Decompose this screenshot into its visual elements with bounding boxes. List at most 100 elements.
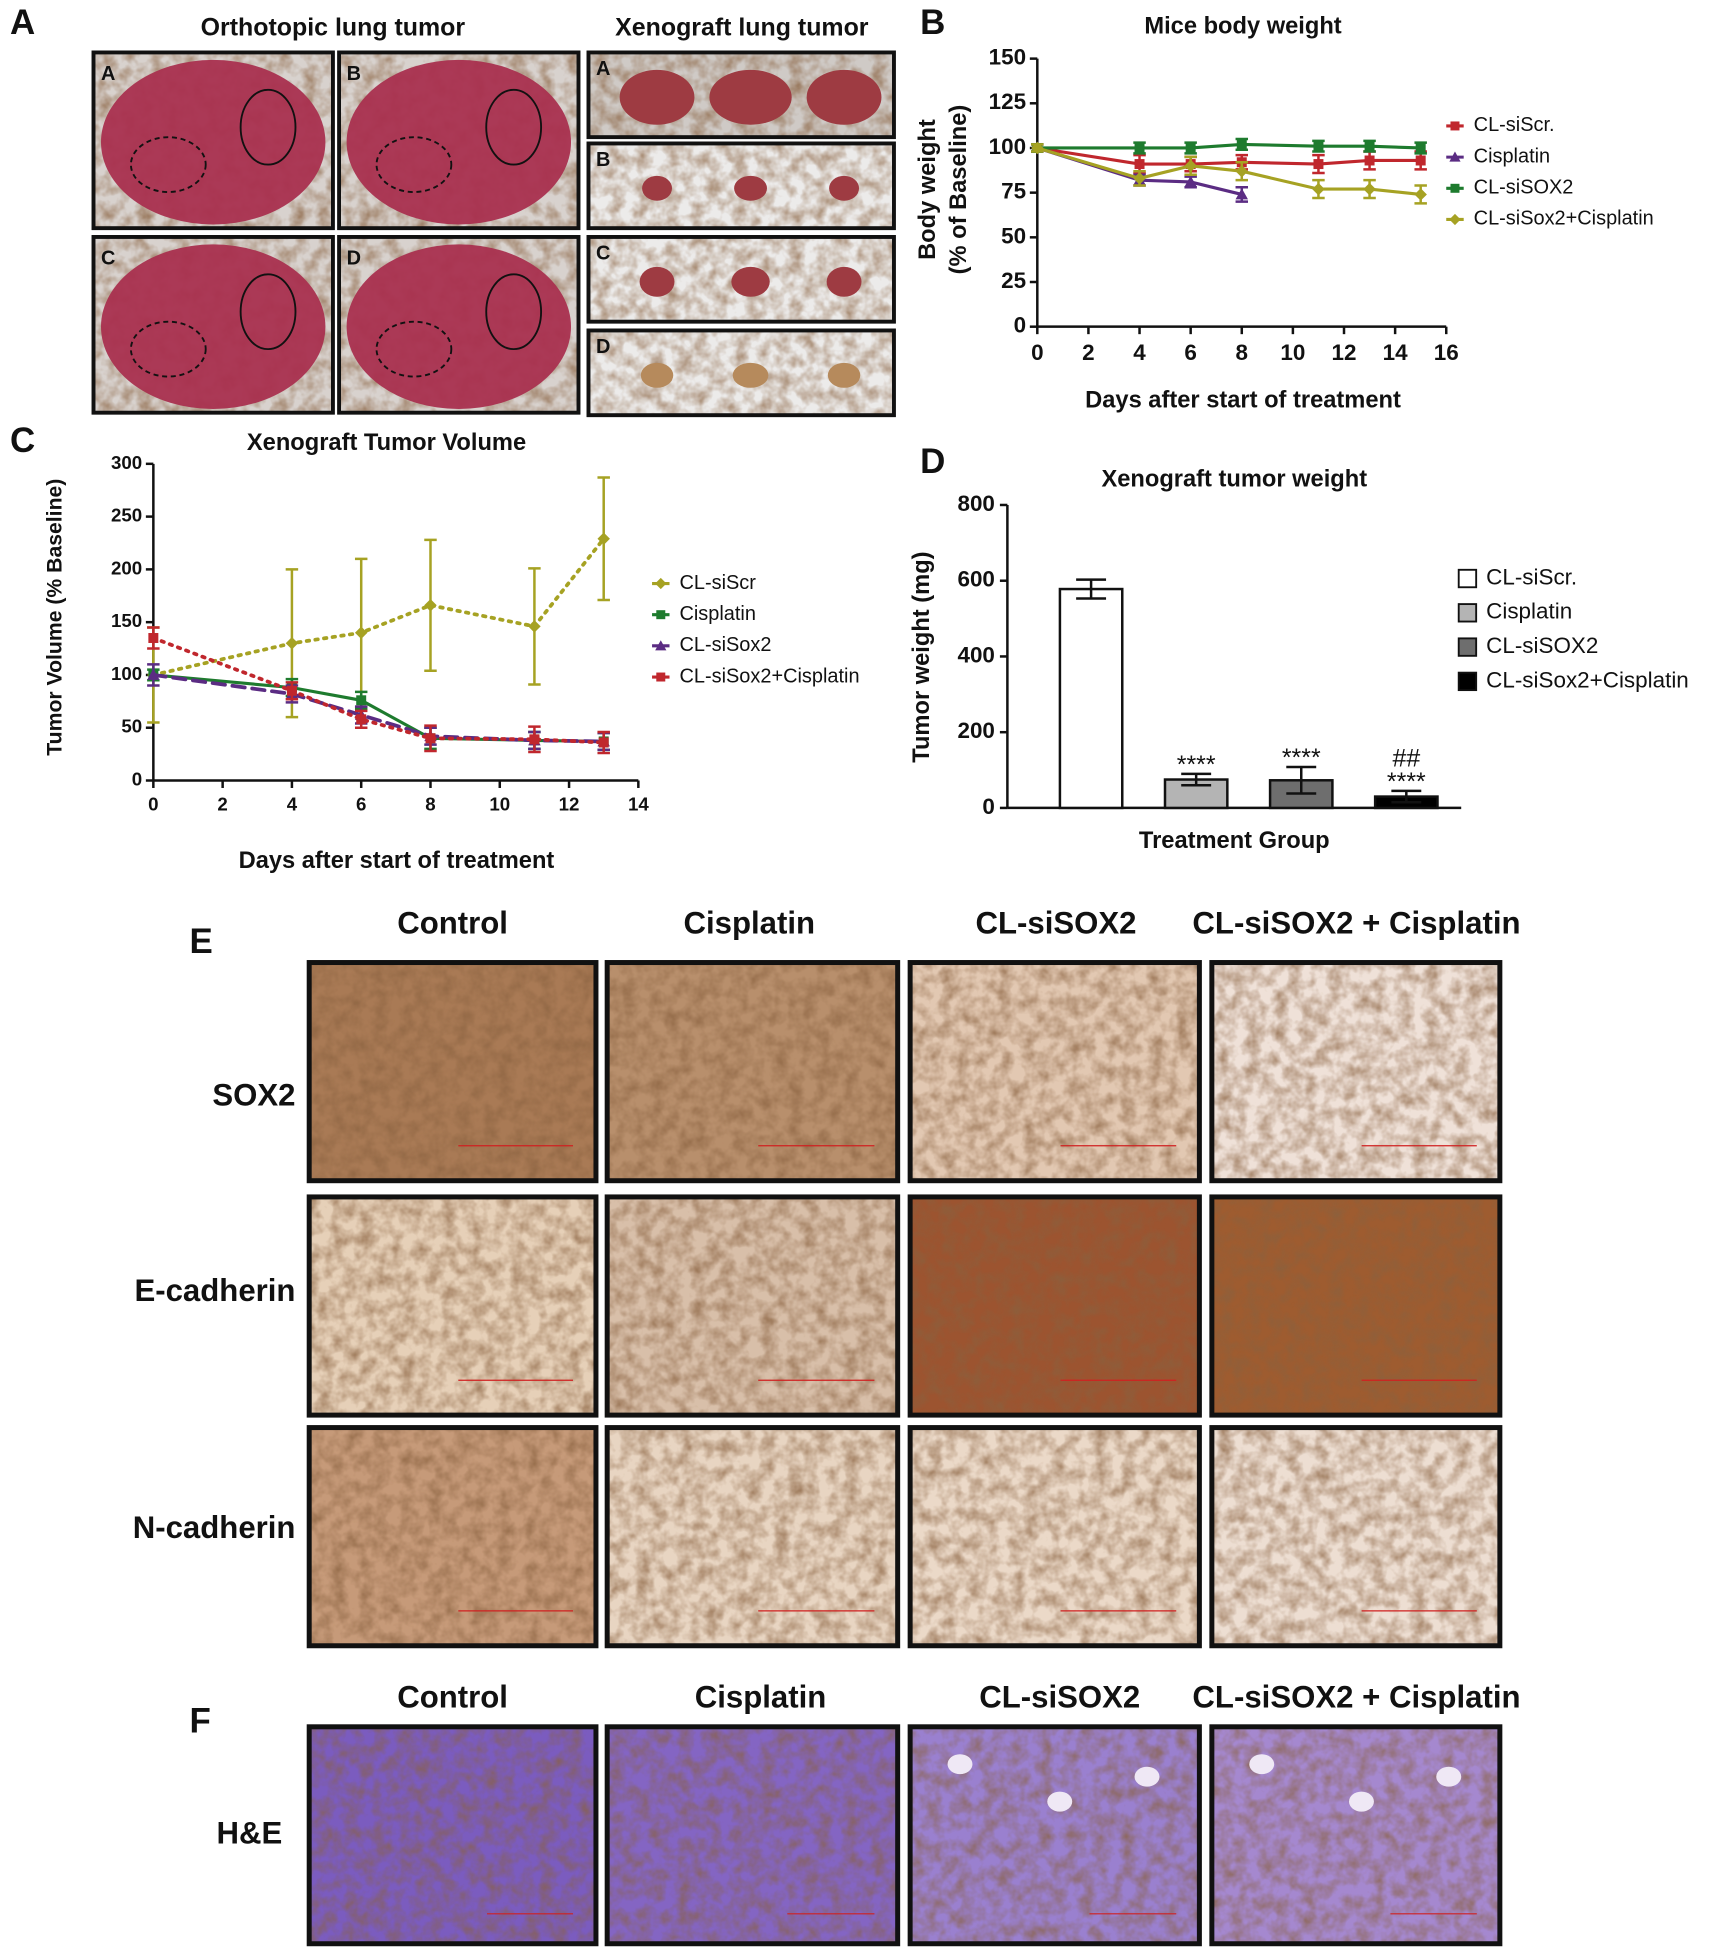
photo-frame [306, 1724, 599, 1947]
tumor [827, 362, 861, 388]
significance: **** [1177, 751, 1216, 779]
y-tick-label: 100 [989, 134, 1026, 159]
photo-label: A [596, 58, 610, 80]
photo [306, 1724, 599, 1947]
x-tick-label: 8 [1236, 340, 1248, 365]
point [148, 633, 159, 643]
series-line [1035, 146, 1423, 197]
series-line [151, 536, 606, 677]
y-tick-label: 400 [957, 642, 994, 667]
column-header: Cisplatin [684, 905, 816, 940]
photo-label: D [347, 248, 361, 270]
photo [907, 960, 1202, 1184]
tumor [642, 175, 673, 201]
x-tick-label: 10 [489, 793, 510, 814]
bar [1058, 587, 1124, 810]
point [1031, 141, 1044, 155]
x-tick-label: 12 [559, 793, 580, 814]
column-header: CL-siSOX2 [976, 905, 1137, 940]
photo-texture [910, 1427, 1200, 1646]
point [1134, 142, 1145, 153]
photo [907, 1194, 1202, 1418]
tumor [639, 266, 675, 297]
photo [1209, 1724, 1503, 1947]
tumor [709, 69, 792, 125]
chart-title: Xenograft Tumor Volume [247, 430, 526, 456]
point [1185, 142, 1196, 153]
y-tick-label: 0 [1014, 313, 1026, 338]
y-tick-label: 300 [111, 452, 142, 473]
point [1235, 164, 1249, 178]
y-tick-label: 50 [1001, 223, 1026, 248]
x-axis-label: Treatment Group [1139, 828, 1330, 854]
y-axis-label: (% of Baseline) [946, 105, 972, 275]
photo [586, 50, 896, 140]
fat-cell [1047, 1791, 1073, 1812]
y-tick-label: 125 [989, 89, 1026, 114]
photo [1209, 960, 1503, 1184]
significance: **** [1387, 768, 1426, 796]
y-tick-label: 50 [121, 716, 142, 737]
photo-frame [604, 1194, 901, 1418]
photo-texture [1211, 1427, 1500, 1646]
point [356, 714, 367, 725]
column-header: Cisplatin [695, 1680, 827, 1715]
legend-marker [656, 672, 666, 682]
photo-frame [586, 328, 896, 418]
fat-cell [1134, 1766, 1160, 1787]
column-header: Control [397, 905, 508, 940]
tumor-outline [239, 273, 297, 351]
point [528, 620, 541, 633]
legend-swatch [1457, 671, 1478, 692]
photo [91, 50, 335, 231]
photo-frame [337, 50, 581, 231]
point [1184, 175, 1197, 187]
panel-letter: A [10, 3, 35, 42]
fat-cell [1436, 1766, 1462, 1787]
x-tick-label: 0 [148, 793, 158, 814]
lung [346, 59, 572, 225]
row-label: H&E [216, 1816, 282, 1851]
photo [91, 235, 335, 415]
x-tick-label: 2 [217, 793, 227, 814]
photo-frame [586, 235, 896, 324]
photo-texture [607, 1726, 898, 1944]
panel-letter: F [190, 1701, 211, 1740]
photo [337, 235, 581, 415]
panel-title: Xenograft lung tumor [615, 13, 869, 41]
photo [907, 1425, 1202, 1649]
photo-frame [586, 50, 896, 140]
legend-marker [655, 577, 667, 590]
y-tick-label: 150 [989, 45, 1026, 70]
series-line [1035, 146, 1423, 166]
column-header: CL-siSOX2 + Cisplatin [1192, 905, 1520, 940]
photo [306, 1425, 599, 1649]
legend-marker [1449, 213, 1461, 226]
photo-frame [306, 1194, 599, 1418]
point [1312, 182, 1325, 196]
legend-label: Cisplatin [1486, 599, 1572, 624]
photo-label: B [347, 63, 361, 85]
tumor [731, 266, 770, 297]
x-tick-label: 0 [1031, 340, 1043, 365]
point [285, 637, 299, 650]
y-axis-label: Tumor Volume (% Baseline) [44, 479, 67, 756]
legend-swatch [1457, 637, 1478, 657]
x-tick-label: 14 [628, 793, 649, 814]
x-tick-label: 6 [1184, 340, 1196, 365]
tumor-outline [239, 88, 297, 166]
row-label: E-cadherin [134, 1273, 295, 1308]
panel-title: Orthotopic lung tumor [201, 13, 466, 41]
photo-label: B [596, 149, 610, 171]
legend-marker [1449, 151, 1461, 162]
column-header: CL-siSOX2 + Cisplatin [1192, 1680, 1520, 1715]
point [425, 733, 436, 744]
point [424, 599, 437, 612]
legend-marker [656, 610, 666, 620]
legend-swatch [1457, 568, 1478, 589]
point [286, 685, 297, 696]
photo-texture [607, 1196, 898, 1416]
y-tick-label: 250 [111, 505, 142, 526]
photo-frame [91, 235, 335, 415]
